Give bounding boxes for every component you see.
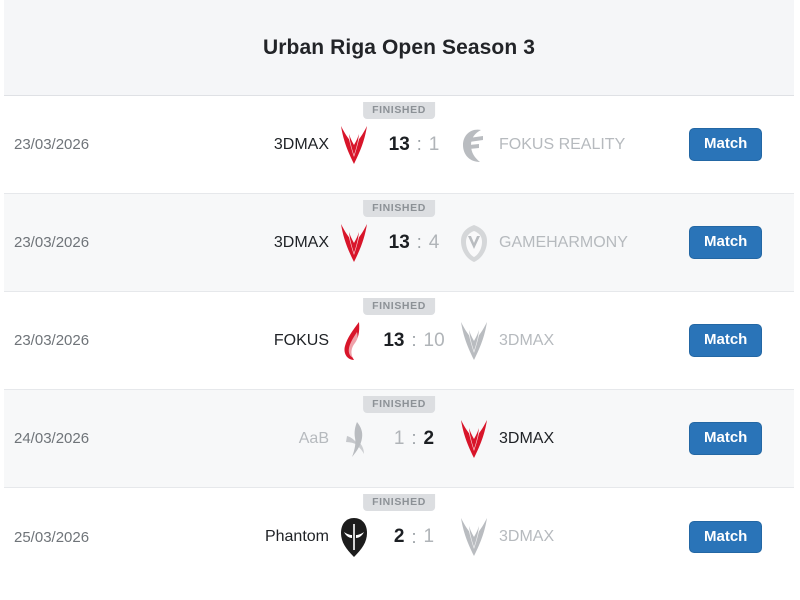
score-away: 4 bbox=[428, 231, 440, 253]
score-separator: : bbox=[411, 428, 417, 448]
team-name: 3DMAX bbox=[499, 429, 555, 447]
match-action-cell: Match bbox=[689, 324, 794, 357]
match-date: 23/03/2026 bbox=[14, 332, 90, 349]
score-separator: : bbox=[416, 232, 422, 252]
score-home: 2 bbox=[393, 526, 405, 547]
match-date: 23/03/2026 bbox=[14, 136, 90, 153]
match-button[interactable]: Match bbox=[689, 226, 763, 259]
score-separator: : bbox=[416, 134, 422, 154]
team-name: 3DMAX bbox=[273, 233, 329, 251]
match-center: Phantom 2:1 3DMAX bbox=[194, 516, 689, 558]
match-action-cell: Match bbox=[689, 422, 794, 455]
team-home[interactable]: 3DMAX bbox=[196, 124, 371, 166]
fokus-flame-logo bbox=[344, 321, 360, 360]
match-row[interactable]: FINISHED 25/03/2026 Phantom 2:1 3DMAX Match bbox=[4, 488, 794, 586]
team-name: AaB bbox=[298, 429, 329, 447]
score-separator: : bbox=[411, 330, 417, 350]
team-name: 3DMAX bbox=[499, 528, 555, 545]
team-name: GAMEHARMONY bbox=[499, 233, 628, 251]
match-action-cell: Match bbox=[689, 128, 794, 161]
score-home: 1 bbox=[393, 427, 405, 449]
gameharmony-crest-logo bbox=[461, 224, 487, 262]
match-action-cell: Match bbox=[689, 520, 794, 554]
score-away: 2 bbox=[423, 427, 435, 449]
score-home: 13 bbox=[383, 329, 405, 351]
phantom-mask-logo bbox=[341, 518, 367, 557]
match-row[interactable]: FINISHED 23/03/2026 FOKUS 13:10 3DMAX Match bbox=[4, 292, 794, 390]
match-row[interactable]: FINISHED 24/03/2026 AaB 1:2 3DMAX Match bbox=[4, 390, 794, 488]
match-date: 23/03/2026 bbox=[14, 234, 90, 251]
team-away[interactable]: 3DMAX bbox=[457, 418, 687, 460]
match-score: 13:1 bbox=[371, 134, 457, 156]
match-center: 3DMAX 13:1 FOKUS REALITY bbox=[194, 124, 689, 166]
team-home[interactable]: AaB bbox=[196, 418, 371, 460]
team-away[interactable]: GAMEHARMONY bbox=[457, 222, 687, 264]
score-home: 13 bbox=[388, 133, 410, 155]
match-score: 13:4 bbox=[371, 232, 457, 254]
match-row[interactable]: FINISHED 23/03/2026 3DMAX 13:4 GAMEHARMONY Ma… bbox=[4, 194, 794, 292]
3dmax-wing-logo bbox=[461, 518, 487, 556]
status-badge: FINISHED bbox=[363, 102, 435, 119]
match-score: 1:2 bbox=[371, 428, 457, 450]
team-name: FOKUS bbox=[273, 331, 329, 349]
match-button[interactable]: Match bbox=[689, 422, 763, 455]
3dmax-wing-logo bbox=[341, 125, 367, 164]
tournament-header: Urban Riga Open Season 3 bbox=[4, 0, 794, 96]
match-date: 24/03/2026 bbox=[14, 430, 90, 447]
status-badge: FINISHED bbox=[363, 396, 435, 413]
team-name: FOKUS REALITY bbox=[499, 135, 626, 153]
team-home[interactable]: 3DMAX bbox=[196, 222, 371, 264]
score-home: 13 bbox=[388, 231, 410, 253]
3dmax-wing-logo bbox=[461, 321, 487, 360]
status-badge: FINISHED bbox=[363, 494, 435, 511]
score-separator: : bbox=[411, 526, 417, 547]
team-name: 3DMAX bbox=[273, 135, 329, 153]
aab-logo bbox=[346, 421, 364, 457]
team-name: Phantom bbox=[264, 528, 329, 545]
page-title: Urban Riga Open Season 3 bbox=[263, 35, 535, 59]
match-button[interactable]: Match bbox=[689, 324, 763, 357]
team-name: 3DMAX bbox=[499, 331, 555, 349]
match-center: AaB 1:2 3DMAX bbox=[194, 418, 689, 460]
team-away[interactable]: 3DMAX bbox=[457, 516, 687, 558]
3dmax-wing-logo bbox=[461, 419, 487, 458]
team-home[interactable]: Phantom bbox=[196, 516, 371, 558]
team-away[interactable]: FOKUS REALITY bbox=[457, 124, 687, 166]
score-away: 1 bbox=[423, 526, 435, 547]
match-row[interactable]: FINISHED 23/03/2026 3DMAX 13:1 FOKUS REALITY… bbox=[4, 96, 794, 194]
match-list: FINISHED 23/03/2026 3DMAX 13:1 FOKUS REALITY… bbox=[4, 96, 794, 586]
3dmax-wing-logo bbox=[341, 223, 367, 262]
score-away: 1 bbox=[428, 133, 440, 155]
match-center: FOKUS 13:10 3DMAX bbox=[194, 320, 689, 362]
match-score: 13:10 bbox=[371, 330, 457, 352]
fokus-reality-f-logo bbox=[463, 129, 483, 162]
team-home[interactable]: FOKUS bbox=[196, 320, 371, 362]
status-badge: FINISHED bbox=[363, 298, 435, 315]
score-away: 10 bbox=[423, 329, 445, 351]
match-score: 2:1 bbox=[371, 526, 457, 548]
match-button[interactable]: Match bbox=[689, 128, 763, 161]
match-date: 25/03/2026 bbox=[14, 528, 90, 546]
match-action-cell: Match bbox=[689, 226, 794, 259]
match-center: 3DMAX 13:4 GAMEHARMONY bbox=[194, 222, 689, 264]
team-away[interactable]: 3DMAX bbox=[457, 320, 687, 362]
match-button[interactable]: Match bbox=[689, 520, 763, 554]
status-badge: FINISHED bbox=[363, 200, 435, 217]
